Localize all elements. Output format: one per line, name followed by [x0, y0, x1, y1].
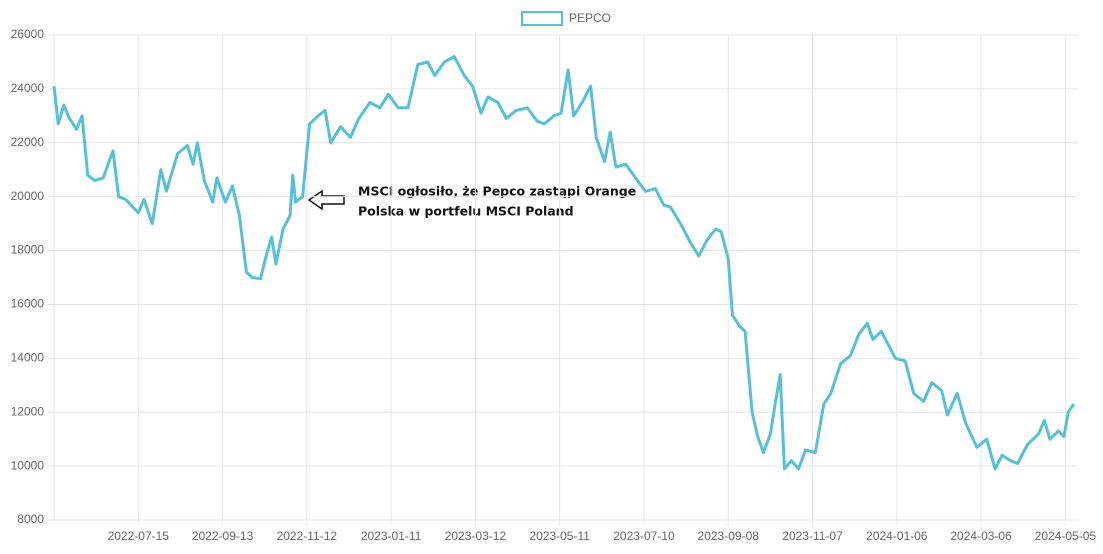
legend-label: PEPCO	[569, 11, 611, 25]
y-tick-label: 20000	[11, 189, 45, 203]
x-tick-label: 2024-03-06	[950, 529, 1012, 543]
y-tick-label: 26000	[11, 27, 45, 41]
x-tick-label: 2023-11-07	[782, 529, 843, 543]
y-tick-label: 22000	[11, 135, 45, 149]
y-tick-label: 16000	[11, 297, 45, 311]
x-tick-label: 2024-01-06	[866, 529, 928, 543]
y-tick-label: 24000	[11, 81, 45, 95]
legend-swatch	[521, 11, 563, 26]
x-tick-label: 2023-03-12	[445, 529, 507, 543]
y-tick-label: 12000	[11, 404, 45, 418]
y-tick-label: 14000	[11, 351, 45, 365]
data-line	[52, 55, 1076, 471]
y-tick-label: 10000	[11, 458, 45, 472]
annotation-text: Polska w portfelu MSCI Poland	[358, 204, 574, 219]
x-tick-label: 2023-05-11	[529, 529, 590, 543]
x-tick-label: 2022-07-15	[108, 529, 170, 543]
x-tick-label: 2022-09-13	[192, 529, 254, 543]
annotation-text: MSCI ogłosiło, że Pepco zastąpi Orange	[358, 184, 636, 199]
x-tick-label: 2023-01-11	[361, 529, 422, 543]
y-tick-label: 8000	[17, 512, 44, 526]
x-tick-label: 2023-09-08	[698, 529, 760, 543]
y-tick-label: 18000	[11, 243, 45, 257]
annotation-arrow	[307, 189, 345, 211]
x-tick-label: 2024-05-05	[1035, 529, 1097, 543]
x-tick-label: 2023-07-10	[613, 529, 675, 543]
x-tick-label: 2022-11-12	[277, 529, 338, 543]
